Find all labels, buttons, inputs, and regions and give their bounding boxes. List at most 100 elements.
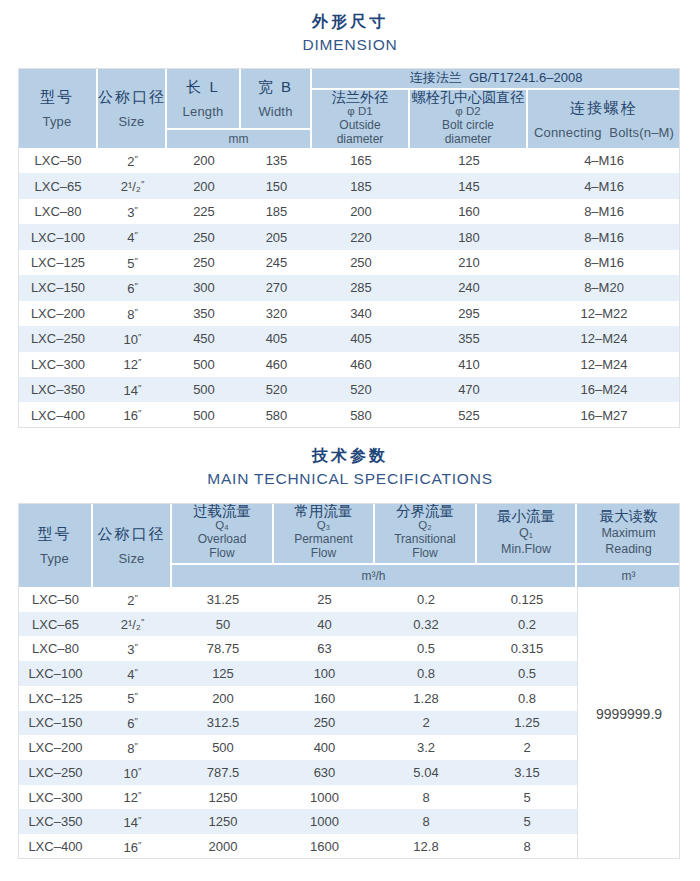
table-row: LXC–1004″2502052201808–M16 [18, 224, 680, 249]
cell: 5″ [93, 686, 172, 711]
table-row: LXC–502″31.25250.20.1259999999.9 [18, 587, 680, 612]
cell: 250 [167, 224, 241, 249]
cell: 0.32 [375, 612, 477, 637]
col-header-max-reading: 最大读数MaximumReading [577, 503, 680, 565]
cell: 250 [312, 250, 410, 275]
table-row: LXC–652¹/₂″2001501851454–M16 [18, 173, 680, 198]
cell: 2¹/₂″ [93, 612, 172, 637]
table-row: LXC–803″2251852001608–M16 [18, 199, 680, 224]
cell: 285 [312, 275, 410, 300]
cell: 160 [274, 686, 375, 711]
cell: 150 [241, 173, 312, 198]
specs-title-zh: 技术参数 [0, 446, 700, 467]
cell: 580 [312, 402, 410, 427]
max-reading-cell: 9999999.9 [577, 587, 680, 859]
cell: 200 [172, 686, 274, 711]
cell: LXC–80 [18, 636, 93, 661]
cell: 1.28 [375, 686, 477, 711]
cell: 500 [167, 377, 241, 402]
cell: LXC–80 [18, 199, 98, 224]
cell: 1000 [274, 785, 375, 810]
cell: 8–M16 [528, 199, 680, 224]
cell: 470 [410, 377, 528, 402]
cell: 500 [172, 735, 274, 760]
cell: 0.8 [375, 661, 477, 686]
cell: 12.8 [375, 834, 477, 859]
cell: 2″ [93, 587, 172, 612]
cell: 350 [167, 301, 241, 326]
cell: 8–M16 [528, 224, 680, 249]
specs-title-en: MAIN TECHNICAL SPECIFICATIONS [0, 470, 700, 488]
cell: 2 [477, 735, 577, 760]
cell: LXC–125 [18, 250, 98, 275]
cell: 300 [167, 275, 241, 300]
col-header-d2: 螺栓孔中心圆直径φ D2Bolt circlediameter [410, 90, 528, 148]
cell: 16″ [98, 402, 167, 427]
table-row: LXC–25010″45040540535512–M24 [18, 326, 680, 351]
cell: LXC–50 [18, 148, 98, 173]
cell: 165 [312, 148, 410, 173]
cell: 5″ [98, 250, 167, 275]
cell: 3″ [98, 199, 167, 224]
dimension-title-zh: 外形尺寸 [0, 12, 700, 33]
cell: 200 [167, 173, 241, 198]
cell: LXC–50 [18, 587, 93, 612]
col-header-length: 长 L Length [167, 68, 241, 130]
cell: LXC–65 [18, 173, 98, 198]
table-row: LXC–40016″50058058052516–M27 [18, 402, 680, 427]
cell: LXC–350 [18, 809, 93, 834]
cell: 8″ [93, 735, 172, 760]
cell: 2¹/₂″ [98, 173, 167, 198]
cell: 50 [172, 612, 274, 637]
cell: 5 [477, 809, 577, 834]
cell: 210 [410, 250, 528, 275]
cell: 5 [477, 785, 577, 810]
cell: LXC–100 [18, 661, 93, 686]
cell: 4″ [98, 224, 167, 249]
cell: 5.04 [375, 760, 477, 785]
cell: LXC–150 [18, 275, 98, 300]
cell: 8 [375, 785, 477, 810]
cell: 8–M16 [528, 250, 680, 275]
cell: 63 [274, 636, 375, 661]
cell: 405 [312, 326, 410, 351]
cell: 250 [167, 250, 241, 275]
cell: 312.5 [172, 711, 274, 736]
cell: 16–M24 [528, 377, 680, 402]
cell: 0.5 [477, 661, 577, 686]
col-group-flange: 连接法兰 GB/T17241.6–2008 [312, 68, 680, 90]
cell: 125 [410, 148, 528, 173]
cell: LXC–125 [18, 686, 93, 711]
cell: 31.25 [172, 587, 274, 612]
cell: LXC–400 [18, 402, 98, 427]
cell: 8 [375, 809, 477, 834]
cell: 3.2 [375, 735, 477, 760]
col-header-type: 型号 Type [18, 503, 93, 587]
cell: 12–M22 [528, 301, 680, 326]
cell: 450 [167, 326, 241, 351]
cell: LXC–150 [18, 711, 93, 736]
specifications-table: 型号 Type 公称口径 Size 过载流量Q₄OverloadFlow 常用流… [18, 503, 680, 859]
col-header-q3: 常用流量Q₃PermanentFlow [274, 503, 375, 565]
cell: 200 [312, 199, 410, 224]
col-header-d1: 法兰外径φ D1Outsidediameter [312, 90, 410, 148]
cell: 100 [274, 661, 375, 686]
cell: 10″ [98, 326, 167, 351]
cell: 1000 [274, 809, 375, 834]
unit-m3h: m³/h [172, 565, 577, 587]
cell: 6″ [93, 711, 172, 736]
cell: 185 [312, 173, 410, 198]
cell: 3.15 [477, 760, 577, 785]
cell: 500 [167, 352, 241, 377]
cell: 2″ [98, 148, 167, 173]
cell: 220 [312, 224, 410, 249]
cell: 145 [410, 173, 528, 198]
cell: 8″ [98, 301, 167, 326]
cell: 0.2 [375, 587, 477, 612]
cell: 185 [241, 199, 312, 224]
cell: 135 [241, 148, 312, 173]
cell: 0.125 [477, 587, 577, 612]
cell: 3″ [93, 636, 172, 661]
cell: 200 [167, 148, 241, 173]
cell: 580 [241, 402, 312, 427]
